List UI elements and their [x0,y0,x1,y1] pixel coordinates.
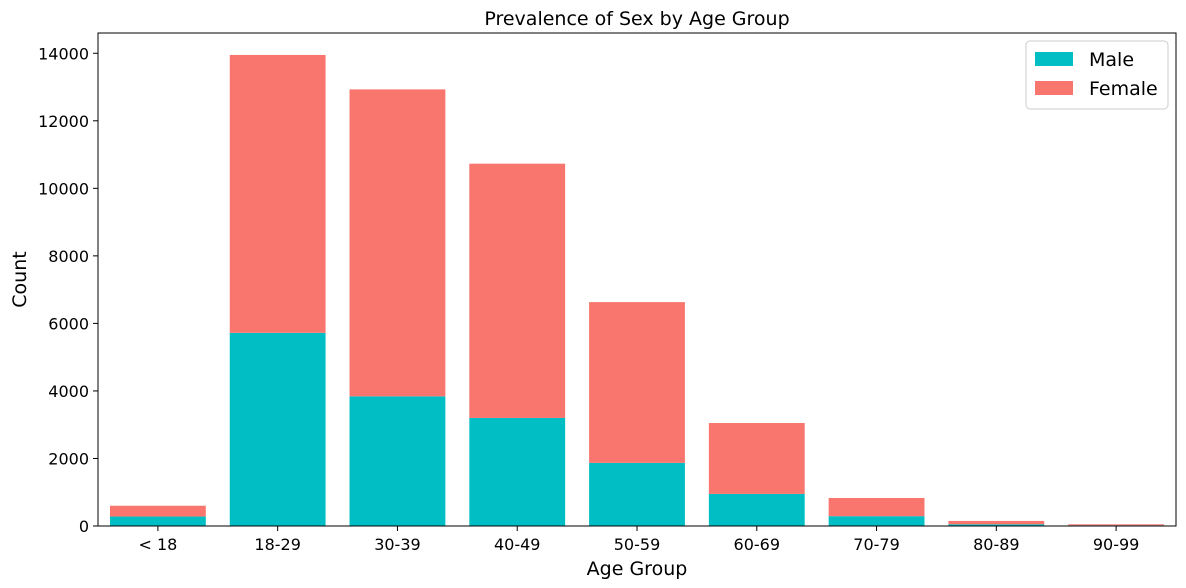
bar-female-7 [948,520,1045,525]
x-tick-label: 30-39 [374,535,421,554]
y-tick-label: 12000 [38,112,89,131]
x-tick-label: 18-29 [254,535,301,554]
bar-female-1 [229,54,326,333]
bar-female-4 [589,302,685,463]
bar-male-5 [708,493,805,526]
bar-female-6 [828,497,925,517]
y-tick-label: 14000 [38,44,89,63]
bar-female-2 [349,89,446,397]
x-tick-label: 50-59 [614,535,661,554]
bar-female-8 [1068,524,1165,526]
chart-title: Prevalence of Sex by Age Group [484,8,789,30]
bar-female-3 [469,163,566,418]
bar-female-0 [109,505,206,517]
legend-swatch-female [1035,81,1073,95]
y-tick-label: 4000 [48,382,89,401]
legend-label-male: Male [1089,49,1134,71]
bar-male-0 [109,516,206,526]
x-tick-label: < 18 [138,535,177,554]
legend-swatch-male [1035,52,1073,66]
x-ticks-group: < 18 18-29 30-39 40-49 50-59 60-69 70-79 80-89 9… [138,526,1139,554]
y-tick-label: 6000 [48,314,89,333]
legend: Male Female [1025,40,1169,110]
bars-group [109,54,1165,526]
y-tick-label: 10000 [38,179,89,198]
bar-male-6 [828,516,925,526]
bar-male-4 [589,462,685,526]
y-ticks-group: 0 2000 4000 6000 8000 10000 12000 14000 [38,44,98,536]
y-tick-label: 2000 [48,449,89,468]
bar-male-2 [349,396,446,526]
y-tick-label: 8000 [48,247,89,266]
y-tick-label: 0 [79,517,89,536]
bar-female-5 [708,423,805,494]
y-axis-title: Count [9,251,31,307]
x-tick-label: 60-69 [734,535,781,554]
bar-male-3 [469,417,566,526]
x-tick-label: 40-49 [494,535,541,554]
bar-male-7 [948,524,1045,526]
x-tick-label: 80-89 [973,535,1020,554]
bar-male-1 [229,332,326,526]
x-tick-label: 70-79 [853,535,900,554]
plot-frame [97,32,1177,527]
x-axis-title: Age Group [587,558,688,580]
x-tick-label: 90-99 [1093,535,1140,554]
legend-label-female: Female [1089,78,1158,100]
